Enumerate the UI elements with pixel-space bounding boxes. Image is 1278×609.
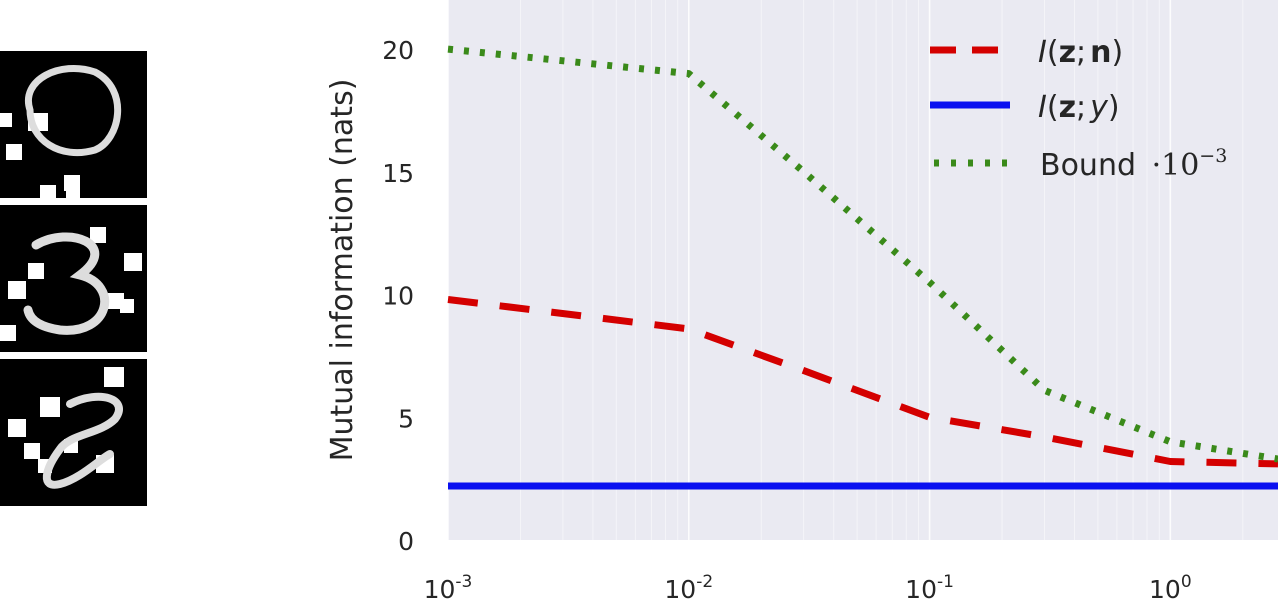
x-tick-label: 100 — [1149, 572, 1192, 604]
digit-thumbnail-2 — [0, 359, 147, 506]
legend-label-I-z-y: I(z; y) — [1038, 90, 1120, 125]
legend-label-I-z-n: I(z; n) — [1038, 35, 1123, 70]
series-layer — [447, 45, 1278, 490]
y-tick-label: 5 — [398, 404, 414, 433]
x-tick-label: 10-2 — [664, 572, 713, 604]
legend-label-bound: Bound ·10−3 — [1040, 145, 1227, 183]
digit-thumbnail-1 — [0, 205, 147, 352]
y-tick-label: 20 — [382, 36, 414, 65]
x-tick-labels: 10-3 10-2 10-1 100 — [424, 572, 1192, 604]
series-line-2 — [447, 45, 1278, 463]
x-tick-label: 10-3 — [424, 572, 473, 604]
legend: I(z; n) I(z; y) Bound ·10−3 — [930, 35, 1227, 183]
y-tick-labels: 0 5 10 15 20 — [382, 36, 414, 556]
series-line-0 — [447, 296, 1278, 468]
y-axis-label: Mutual information (nats) — [325, 79, 360, 462]
digit-image-1 — [0, 227, 142, 341]
digit-image-2 — [8, 367, 124, 489]
y-tick-label: 0 — [398, 527, 414, 556]
x-tick-label: 10-1 — [905, 572, 954, 604]
y-tick-label: 15 — [382, 159, 414, 188]
y-tick-label: 10 — [382, 282, 414, 311]
plot-background — [448, 0, 1278, 540]
